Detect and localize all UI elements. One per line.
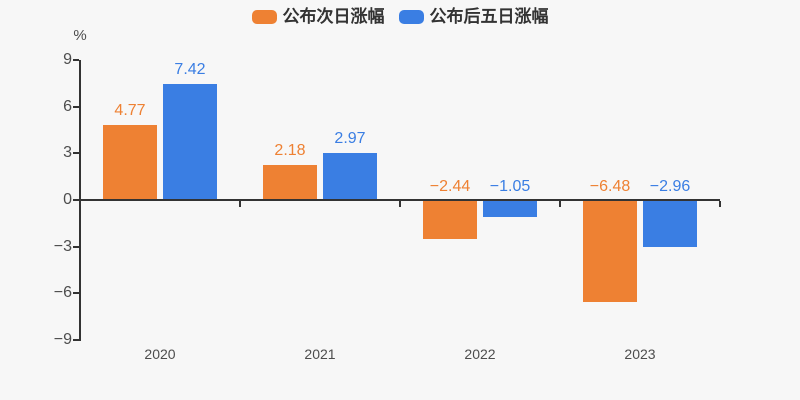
bar[interactable] bbox=[163, 83, 217, 199]
x-axis-tick bbox=[239, 201, 241, 207]
bar[interactable] bbox=[483, 201, 537, 218]
bar-value-label: 2.97 bbox=[334, 129, 366, 147]
legend-item[interactable]: 公布后五日涨幅 bbox=[398, 7, 549, 27]
y-axis-tick bbox=[73, 59, 79, 61]
bar-value-label: 2.18 bbox=[274, 142, 306, 160]
legend-swatch bbox=[251, 10, 277, 24]
y-tick-label: −9 bbox=[53, 331, 72, 348]
bar[interactable] bbox=[583, 201, 637, 302]
x-axis-tick bbox=[719, 201, 721, 207]
y-axis-unit-label: % bbox=[73, 27, 87, 44]
bar-value-label: −2.96 bbox=[649, 178, 691, 195]
legend: 公布次日涨幅 公布后五日涨幅 bbox=[0, 6, 800, 28]
x-axis-tick bbox=[559, 201, 561, 207]
legend-swatch bbox=[398, 10, 424, 24]
bar-value-label: −2.44 bbox=[429, 178, 471, 195]
y-axis-tick bbox=[73, 292, 79, 295]
y-axis-tick bbox=[73, 245, 79, 248]
y-axis-tick bbox=[73, 199, 79, 201]
y-axis-tick bbox=[73, 339, 79, 341]
y-tick-label: −3 bbox=[53, 237, 72, 255]
bar-value-label: 4.77 bbox=[114, 101, 146, 119]
bar[interactable] bbox=[643, 201, 697, 248]
bar[interactable] bbox=[423, 201, 477, 239]
bar[interactable] bbox=[263, 165, 317, 199]
y-axis-tick bbox=[73, 152, 79, 155]
x-tick-label: 2020 bbox=[144, 346, 176, 362]
legend-label: 公布后五日涨幅 bbox=[429, 7, 549, 26]
legend-label: 公布次日涨幅 bbox=[282, 7, 385, 26]
x-tick-label: 2023 bbox=[624, 346, 656, 362]
x-tick-label: 2022 bbox=[464, 346, 496, 362]
y-tick-label: 6 bbox=[63, 97, 72, 115]
y-tick-label: −6 bbox=[53, 284, 72, 302]
bar[interactable] bbox=[323, 152, 377, 199]
bar-value-label: 7.42 bbox=[174, 60, 206, 78]
y-axis-tick bbox=[73, 105, 79, 108]
x-axis-line bbox=[80, 199, 720, 201]
y-tick-label: 3 bbox=[63, 144, 72, 162]
bar-value-label: −6.48 bbox=[589, 178, 631, 195]
x-tick-label: 2021 bbox=[304, 346, 336, 362]
x-axis-tick bbox=[399, 201, 401, 207]
bar[interactable] bbox=[103, 124, 157, 199]
bar-value-label: −1.05 bbox=[489, 178, 531, 195]
y-tick-label: 9 bbox=[63, 51, 72, 68]
y-tick-label: 0 bbox=[63, 191, 72, 208]
legend-item[interactable]: 公布次日涨幅 bbox=[251, 7, 385, 27]
